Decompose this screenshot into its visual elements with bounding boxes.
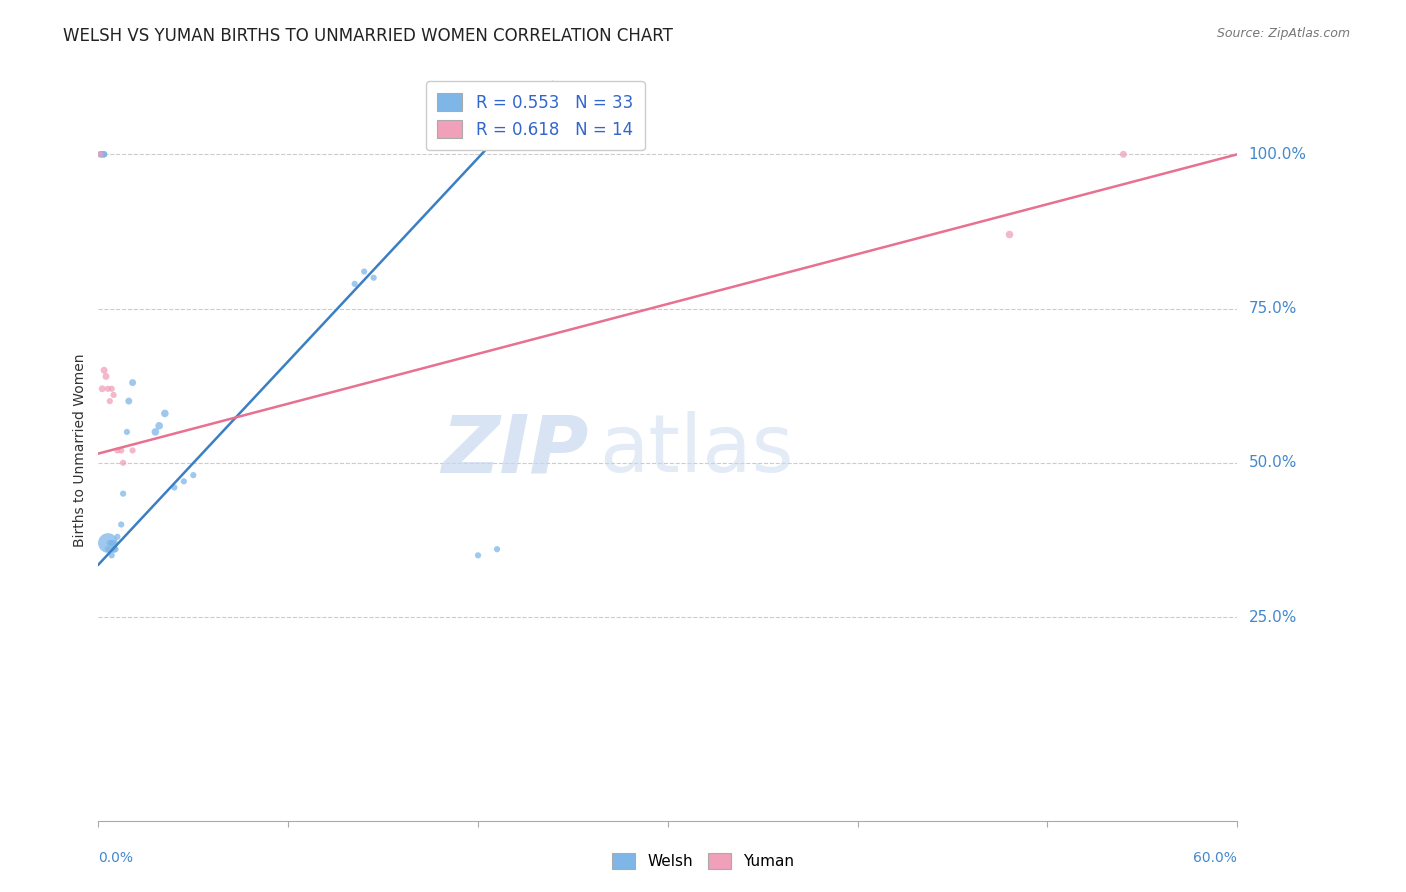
Point xyxy=(89,147,111,161)
Point xyxy=(115,425,138,439)
Point xyxy=(93,147,115,161)
Point xyxy=(118,394,141,409)
Point xyxy=(107,443,129,458)
Point xyxy=(94,369,117,384)
Point xyxy=(91,382,114,396)
Text: Source: ZipAtlas.com: Source: ZipAtlas.com xyxy=(1216,27,1350,40)
Point xyxy=(97,542,120,557)
Text: 0.0%: 0.0% xyxy=(98,851,134,865)
Text: ZIP: ZIP xyxy=(440,411,588,490)
Point xyxy=(93,363,115,377)
Legend: R = 0.553   N = 33, R = 0.618   N = 14: R = 0.553 N = 33, R = 0.618 N = 14 xyxy=(426,81,644,150)
Point xyxy=(363,270,385,285)
Point xyxy=(97,536,120,550)
Point xyxy=(183,468,205,483)
Legend: Welsh, Yuman: Welsh, Yuman xyxy=(606,847,800,875)
Point xyxy=(103,542,125,557)
Point xyxy=(112,486,135,500)
Point xyxy=(100,536,122,550)
Point xyxy=(98,536,121,550)
Point xyxy=(163,481,186,495)
Text: 100.0%: 100.0% xyxy=(1249,147,1306,161)
Point xyxy=(100,549,122,563)
Text: 75.0%: 75.0% xyxy=(1249,301,1296,316)
Text: 60.0%: 60.0% xyxy=(1194,851,1237,865)
Point xyxy=(100,382,122,396)
Point xyxy=(103,536,125,550)
Point xyxy=(98,394,121,409)
Point xyxy=(998,227,1021,242)
Point xyxy=(121,443,143,458)
Point xyxy=(104,542,127,557)
Point xyxy=(91,147,114,161)
Point xyxy=(173,475,195,489)
Text: WELSH VS YUMAN BIRTHS TO UNMARRIED WOMEN CORRELATION CHART: WELSH VS YUMAN BIRTHS TO UNMARRIED WOMEN… xyxy=(63,27,673,45)
Point xyxy=(107,530,129,544)
Point xyxy=(1112,147,1135,161)
Point xyxy=(148,418,170,433)
Point xyxy=(145,425,167,439)
Point xyxy=(353,264,375,278)
Y-axis label: Births to Unmarried Women: Births to Unmarried Women xyxy=(73,354,87,547)
Text: atlas: atlas xyxy=(599,411,794,490)
Point xyxy=(89,147,111,161)
Point xyxy=(121,376,143,390)
Point xyxy=(103,388,125,402)
Point xyxy=(486,542,509,557)
Point xyxy=(110,443,132,458)
Point xyxy=(467,549,489,563)
Point xyxy=(153,407,176,421)
Point xyxy=(91,147,114,161)
Point xyxy=(343,277,366,291)
Point xyxy=(91,147,114,161)
Point xyxy=(110,517,132,532)
Text: 25.0%: 25.0% xyxy=(1249,609,1296,624)
Point xyxy=(97,382,120,396)
Point xyxy=(93,147,115,161)
Point xyxy=(93,147,115,161)
Text: 50.0%: 50.0% xyxy=(1249,455,1296,470)
Point xyxy=(89,147,111,161)
Point xyxy=(112,456,135,470)
